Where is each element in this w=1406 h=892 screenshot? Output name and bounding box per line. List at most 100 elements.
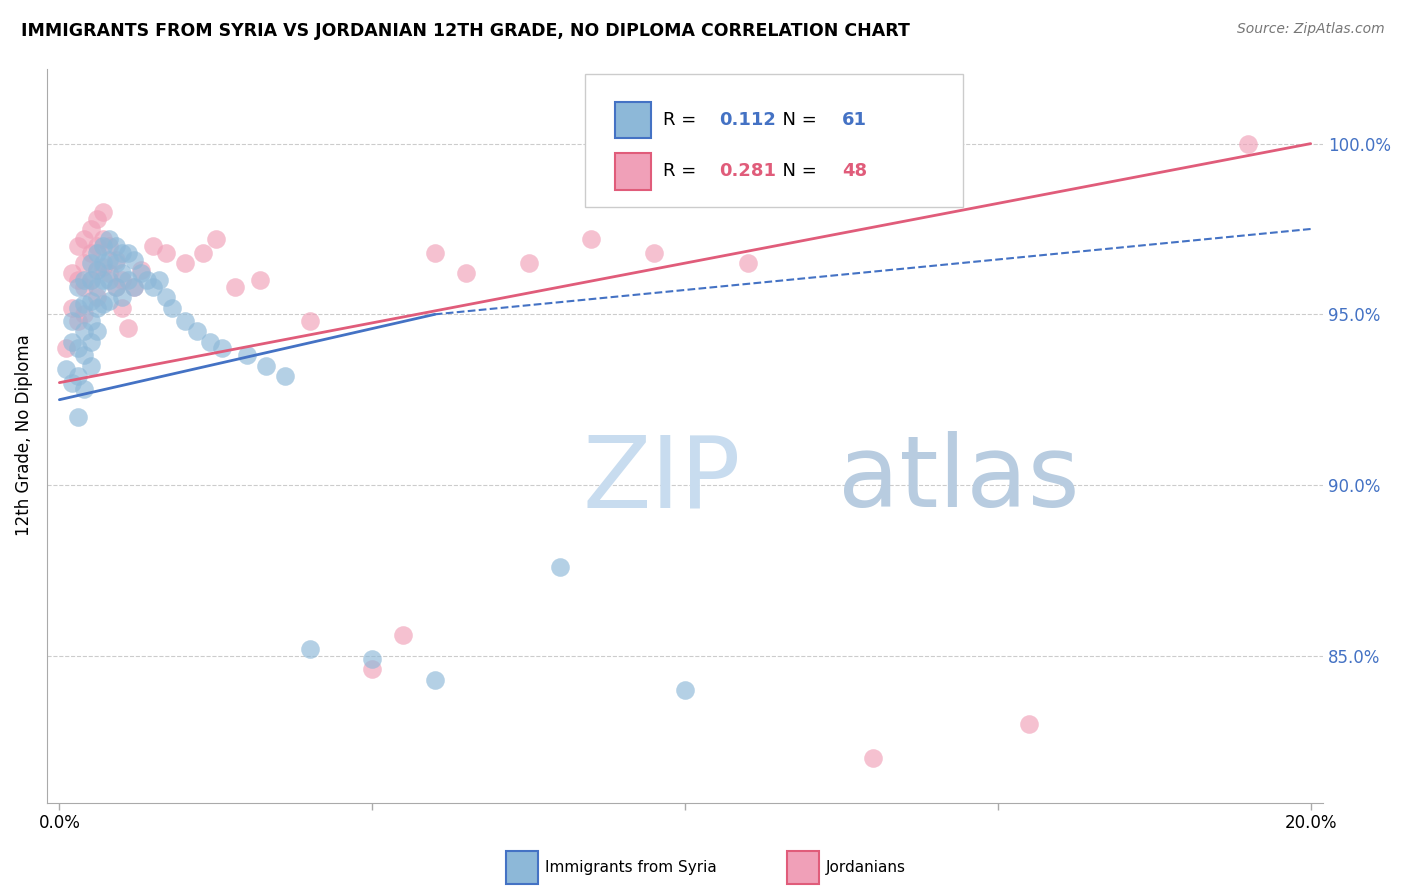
Text: 0.281: 0.281	[720, 162, 776, 180]
Point	[91, 297, 114, 311]
Y-axis label: 12th Grade, No Diploma: 12th Grade, No Diploma	[15, 334, 32, 536]
Point	[67, 409, 90, 424]
Text: N =: N =	[770, 162, 823, 180]
Point	[79, 246, 101, 260]
Point	[142, 280, 165, 294]
Point	[67, 314, 90, 328]
Point	[67, 273, 90, 287]
Point	[104, 280, 127, 294]
Point	[148, 273, 170, 287]
Point	[91, 256, 114, 270]
Point	[298, 642, 321, 657]
Point	[423, 246, 446, 260]
Point	[224, 280, 246, 294]
Point	[73, 348, 96, 362]
Point	[273, 368, 295, 383]
Point	[454, 266, 477, 280]
Text: 0.112: 0.112	[720, 111, 776, 129]
Point	[86, 211, 108, 226]
Point	[79, 334, 101, 349]
Point	[111, 266, 134, 280]
Point	[91, 260, 114, 274]
Point	[73, 325, 96, 339]
Text: atlas: atlas	[838, 431, 1080, 528]
Point	[73, 232, 96, 246]
Point	[73, 273, 96, 287]
Point	[111, 273, 134, 287]
Point	[392, 628, 415, 642]
Point	[73, 297, 96, 311]
Point	[155, 246, 177, 260]
Point	[67, 301, 90, 315]
FancyBboxPatch shape	[787, 851, 818, 883]
Point	[60, 376, 83, 390]
Point	[86, 290, 108, 304]
Point	[129, 263, 152, 277]
Point	[104, 256, 127, 270]
Point	[1237, 136, 1260, 151]
Point	[73, 383, 96, 397]
Point	[173, 256, 195, 270]
Point	[198, 334, 221, 349]
Point	[98, 293, 121, 308]
FancyBboxPatch shape	[506, 851, 538, 883]
Point	[60, 314, 83, 328]
Point	[361, 652, 384, 666]
Text: 48: 48	[842, 162, 868, 180]
Point	[173, 314, 195, 328]
Point	[86, 301, 108, 315]
Point	[67, 368, 90, 383]
Point	[86, 263, 108, 277]
Point	[249, 273, 271, 287]
Point	[91, 239, 114, 253]
Point	[98, 273, 121, 287]
Point	[73, 256, 96, 270]
Point	[79, 273, 101, 287]
Point	[111, 290, 134, 304]
Point	[104, 239, 127, 253]
Point	[79, 314, 101, 328]
Point	[86, 239, 108, 253]
Point	[548, 560, 571, 574]
Point	[142, 239, 165, 253]
Point	[98, 239, 121, 253]
Text: Jordanians: Jordanians	[827, 860, 905, 875]
Point	[862, 751, 884, 765]
Point	[55, 362, 77, 376]
Point	[298, 314, 321, 328]
Point	[193, 246, 215, 260]
Point	[204, 232, 226, 246]
FancyBboxPatch shape	[614, 102, 651, 138]
Point	[98, 232, 121, 246]
Point	[104, 252, 127, 267]
Point	[104, 280, 127, 294]
Point	[86, 263, 108, 277]
Point	[79, 359, 101, 373]
Point	[86, 280, 108, 294]
Point	[73, 280, 96, 294]
Point	[91, 273, 114, 287]
Text: 61: 61	[842, 111, 868, 129]
Point	[129, 266, 152, 280]
Point	[67, 280, 90, 294]
Point	[111, 301, 134, 315]
Point	[79, 273, 101, 287]
Point	[60, 266, 83, 280]
Text: R =: R =	[664, 111, 703, 129]
FancyBboxPatch shape	[585, 74, 963, 207]
Point	[160, 301, 183, 315]
Point	[111, 246, 134, 260]
Text: ZIP: ZIP	[583, 431, 741, 528]
Text: Immigrants from Syria: Immigrants from Syria	[546, 860, 717, 875]
Point	[643, 246, 665, 260]
Point	[79, 222, 101, 236]
Point	[117, 246, 139, 260]
FancyBboxPatch shape	[614, 153, 651, 190]
Point	[79, 293, 101, 308]
Point	[136, 273, 159, 287]
Point	[67, 342, 90, 356]
Point	[673, 682, 696, 697]
Point	[155, 290, 177, 304]
Point	[91, 232, 114, 246]
Point	[423, 673, 446, 687]
